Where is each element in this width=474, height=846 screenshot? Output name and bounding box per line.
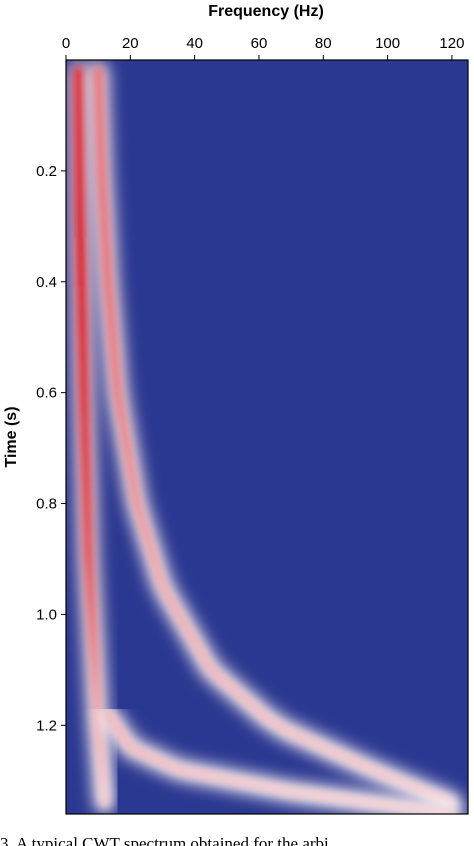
heatmap-ridges — [68, 61, 462, 814]
x-tick-label: 0 — [62, 35, 70, 52]
plot-area — [65, 59, 469, 815]
ridge-1-layer-2 — [74, 66, 110, 808]
y-tick-label: 0.6 — [36, 385, 57, 402]
ridge-2-segment — [280, 725, 316, 747]
y-tick-label: 1.0 — [36, 606, 57, 623]
plot-frame — [65, 59, 469, 815]
x-axis: 0 20 40 60 80 100 120 — [62, 35, 464, 60]
ridge-1-segment — [99, 786, 110, 808]
y-tick-label: 0.2 — [36, 163, 57, 180]
x-tick-label: 20 — [122, 35, 139, 52]
ridge-2-segment — [333, 749, 369, 771]
y-tick-label: 1.2 — [36, 717, 57, 734]
y-axis-title: Time (s) — [3, 406, 20, 467]
ridge-2-segment — [306, 737, 343, 759]
y-tick-label: 0.8 — [36, 496, 57, 513]
ridge-2-layer-2 — [93, 66, 457, 808]
ridge-2-segment — [417, 786, 457, 808]
x-tick-label: 40 — [186, 35, 203, 52]
x-tick-label: 120 — [439, 35, 464, 52]
x-tick-label: 60 — [251, 35, 268, 52]
figure-caption: 3. A typical CWT spectrum obtained for t… — [0, 834, 329, 846]
x-tick-label: 80 — [315, 35, 332, 52]
y-tick-label: 0.4 — [36, 274, 57, 291]
ridge-2-segment — [388, 774, 427, 796]
x-axis-title: Frequency (Hz) — [208, 3, 324, 20]
y-axis: 0.2 0.4 0.6 0.8 1.0 1.2 — [36, 163, 66, 734]
ridge-2-segment — [359, 761, 398, 784]
x-tick-label: 100 — [375, 35, 400, 52]
ridge-3-layer-2 — [103, 709, 457, 814]
